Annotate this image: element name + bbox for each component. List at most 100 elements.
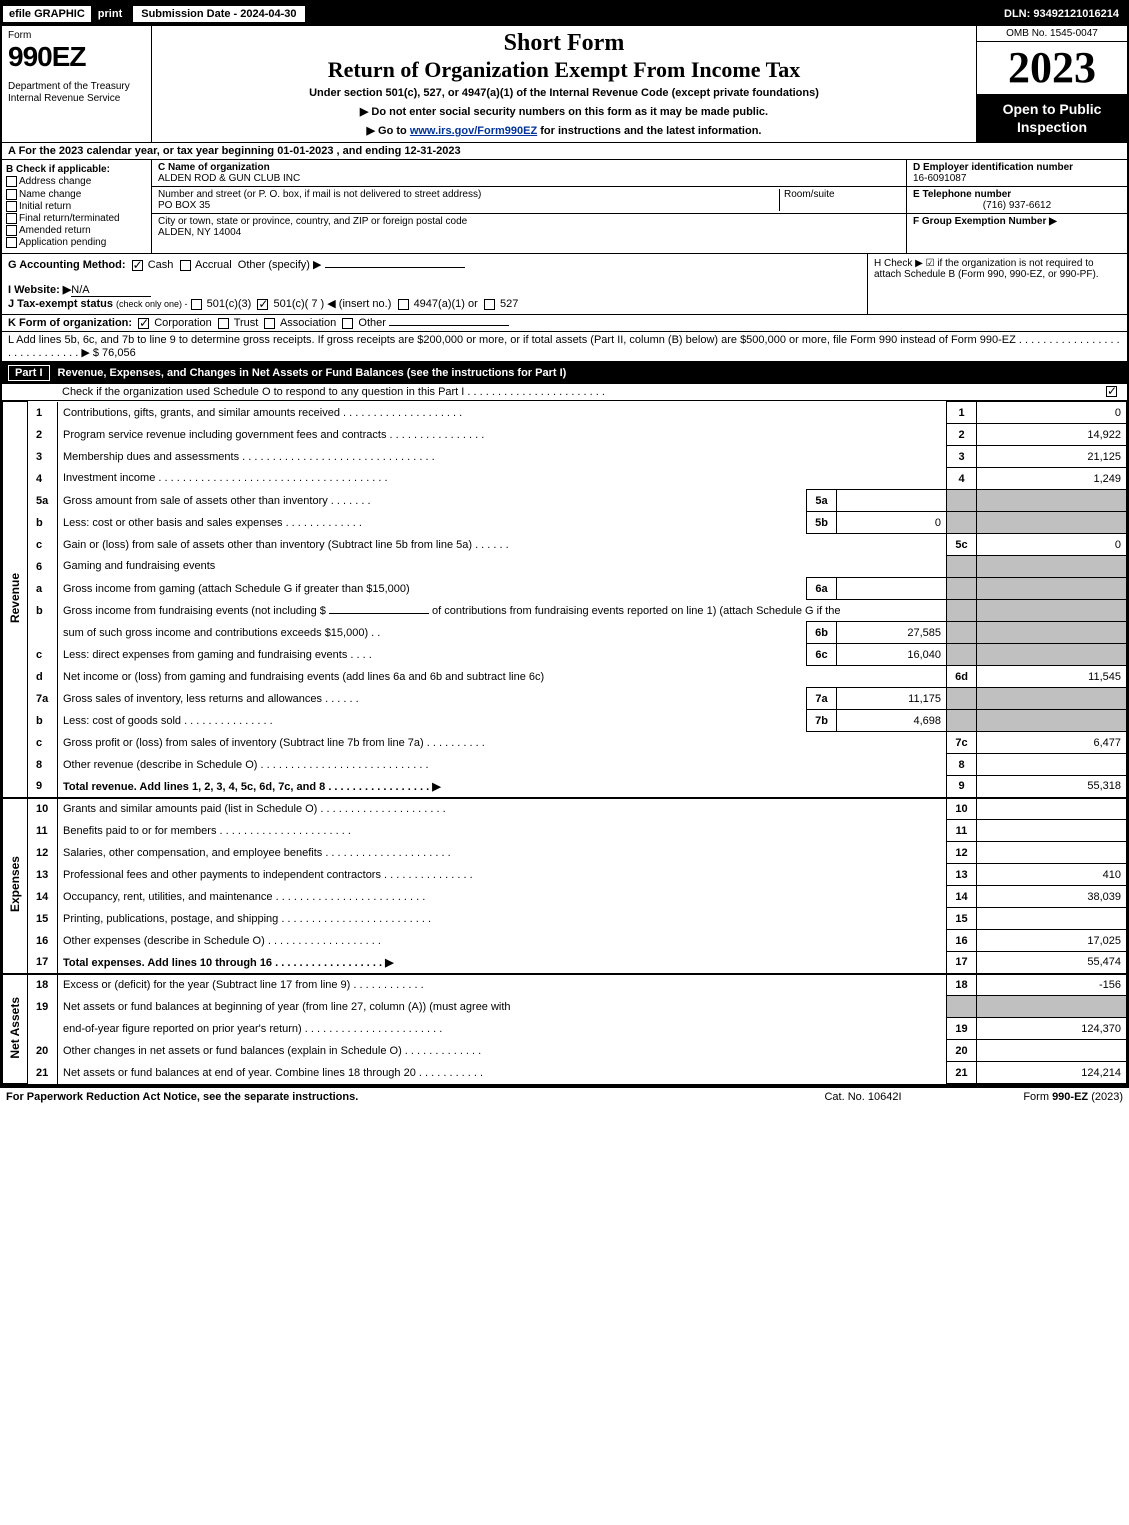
- table-row: 12 Salaries, other compensation, and emp…: [3, 842, 1127, 864]
- table-row: 9 Total revenue. Add lines 1, 2, 3, 4, 5…: [3, 776, 1127, 798]
- table-row: 6 Gaming and fundraising events: [3, 556, 1127, 578]
- section-a: A For the 2023 calendar year, or tax yea…: [2, 143, 1127, 160]
- part-1-check-row: Check if the organization used Schedule …: [2, 384, 1127, 401]
- form-org-label: K Form of organization:: [8, 317, 132, 329]
- room-suite-label: Room/suite: [780, 189, 900, 211]
- instr2-pre: ▶ Go to: [367, 125, 410, 137]
- form-number: 990EZ: [8, 41, 145, 73]
- form-ref: Form 990-EZ (2023): [963, 1091, 1123, 1103]
- table-row: 20 Other changes in net assets or fund b…: [3, 1040, 1127, 1062]
- 501c-check[interactable]: [257, 299, 268, 310]
- street-label: Number and street (or P. O. box, if mail…: [158, 189, 779, 200]
- table-row: c Gain or (loss) from sale of assets oth…: [3, 534, 1127, 556]
- group-label: F Group Exemption Number ▶: [913, 216, 1057, 227]
- header-center: Short Form Return of Organization Exempt…: [152, 26, 977, 142]
- net-assets-side-label: Net Assets: [3, 974, 28, 1084]
- form-header: Form 990EZ Department of the Treasury In…: [2, 26, 1127, 143]
- city-block: City or town, state or province, country…: [152, 214, 906, 240]
- short-form-title: Short Form: [156, 30, 972, 57]
- table-row: 7a Gross sales of inventory, less return…: [3, 688, 1127, 710]
- 4947-check[interactable]: [398, 299, 409, 310]
- table-row: c Gross profit or (loss) from sales of i…: [3, 732, 1127, 754]
- table-row: 21 Net assets or fund balances at end of…: [3, 1062, 1127, 1084]
- section-b: B Check if applicable: Address change Na…: [2, 160, 152, 253]
- print-link[interactable]: print: [92, 8, 128, 20]
- table-row: 15 Printing, publications, postage, and …: [3, 908, 1127, 930]
- section-g: G Accounting Method: Cash Accrual Other …: [2, 254, 867, 314]
- ein-block: D Employer identification number 16-6091…: [907, 160, 1127, 187]
- return-title: Return of Organization Exempt From Incom…: [156, 57, 972, 83]
- submission-date: Submission Date - 2024-04-30: [132, 5, 305, 23]
- ein-value: 16-6091087: [913, 173, 1121, 184]
- efile-label: efile GRAPHIC: [2, 5, 92, 23]
- table-row: sum of such gross income and contributio…: [3, 622, 1127, 644]
- tel-value: (716) 937-6612: [913, 200, 1121, 211]
- open-to-public: Open to Public Inspection: [977, 94, 1127, 142]
- table-row: 4 Investment income . . . . . . . . . . …: [3, 468, 1127, 490]
- section-gh: G Accounting Method: Cash Accrual Other …: [2, 254, 1127, 315]
- table-row: 19 Net assets or fund balances at beginn…: [3, 996, 1127, 1018]
- form-page: efile GRAPHIC print Submission Date - 20…: [0, 0, 1129, 1086]
- tax-year: 2023: [977, 42, 1127, 94]
- table-row: 13 Professional fees and other payments …: [3, 864, 1127, 886]
- table-row: a Gross income from gaming (attach Sched…: [3, 578, 1127, 600]
- table-row: Revenue 1 Contributions, gifts, grants, …: [3, 402, 1127, 424]
- accounting-label: G Accounting Method:: [8, 259, 126, 271]
- dln-number: DLN: 93492121016214: [1004, 8, 1127, 20]
- instr2-post: for instructions and the latest informat…: [537, 125, 761, 137]
- revenue-side-label: Revenue: [3, 402, 28, 798]
- form-label: Form: [8, 30, 145, 41]
- top-bar: efile GRAPHIC print Submission Date - 20…: [2, 2, 1127, 26]
- other-org-input[interactable]: [389, 325, 509, 326]
- accrual-check[interactable]: [180, 260, 191, 271]
- corporation-check[interactable]: [138, 318, 149, 329]
- tel-label: E Telephone number: [913, 189, 1121, 200]
- ein-label: D Employer identification number: [913, 162, 1121, 173]
- association-check[interactable]: [264, 318, 275, 329]
- other-org-check[interactable]: [342, 318, 353, 329]
- final-return-check[interactable]: Final return/terminated: [6, 213, 147, 224]
- amended-return-check[interactable]: Amended return: [6, 225, 147, 236]
- 501c3-check[interactable]: [191, 299, 202, 310]
- table-row: 8 Other revenue (describe in Schedule O)…: [3, 754, 1127, 776]
- department-label: Department of the Treasury Internal Reve…: [8, 81, 145, 105]
- 6b-input[interactable]: [329, 613, 429, 614]
- instruction-2: ▶ Go to www.irs.gov/Form990EZ for instru…: [156, 124, 972, 137]
- other-specify-input[interactable]: [325, 267, 465, 268]
- tel-block: E Telephone number (716) 937-6612: [907, 187, 1127, 214]
- initial-return-check[interactable]: Initial return: [6, 201, 147, 212]
- part-1-label: Part I: [8, 365, 50, 381]
- address-change-check[interactable]: Address change: [6, 176, 147, 187]
- expenses-side-label: Expenses: [3, 798, 28, 974]
- cash-check[interactable]: [132, 260, 143, 271]
- omb-number: OMB No. 1545-0047: [977, 26, 1127, 42]
- trust-check[interactable]: [218, 318, 229, 329]
- org-name: ALDEN ROD & GUN CLUB INC: [158, 173, 900, 184]
- table-row: c Less: direct expenses from gaming and …: [3, 644, 1127, 666]
- irs-link[interactable]: www.irs.gov/Form990EZ: [410, 125, 537, 137]
- city-label: City or town, state or province, country…: [158, 216, 900, 227]
- table-row: 5a Gross amount from sale of assets othe…: [3, 490, 1127, 512]
- catalog-number: Cat. No. 10642I: [763, 1091, 963, 1103]
- paperwork-notice: For Paperwork Reduction Act Notice, see …: [6, 1091, 763, 1103]
- name-change-check[interactable]: Name change: [6, 189, 147, 200]
- table-row: 11 Benefits paid to or for members . . .…: [3, 820, 1127, 842]
- city-value: ALDEN, NY 14004: [158, 227, 900, 238]
- table-row: b Less: cost or other basis and sales ex…: [3, 512, 1127, 534]
- table-row: 14 Occupancy, rent, utilities, and maint…: [3, 886, 1127, 908]
- tax-exempt-label: J Tax-exempt status: [8, 298, 113, 310]
- section-l: L Add lines 5b, 6c, and 7b to line 9 to …: [2, 332, 1127, 362]
- table-row: 3 Membership dues and assessments . . . …: [3, 446, 1127, 468]
- header-right: OMB No. 1545-0047 2023 Open to Public In…: [977, 26, 1127, 142]
- table-row: 16 Other expenses (describe in Schedule …: [3, 930, 1127, 952]
- gross-receipts-value: 76,056: [102, 347, 136, 359]
- page-footer: For Paperwork Reduction Act Notice, see …: [0, 1086, 1129, 1106]
- section-d: D Employer identification number 16-6091…: [907, 160, 1127, 253]
- section-bcd: B Check if applicable: Address change Na…: [2, 160, 1127, 254]
- application-pending-check[interactable]: Application pending: [6, 237, 147, 248]
- schedule-o-check[interactable]: [1106, 386, 1117, 397]
- group-exemption-block: F Group Exemption Number ▶: [907, 214, 1127, 229]
- table-row: 17 Total expenses. Add lines 10 through …: [3, 952, 1127, 974]
- 527-check[interactable]: [484, 299, 495, 310]
- section-h: H Check ▶ ☑ if the organization is not r…: [867, 254, 1127, 314]
